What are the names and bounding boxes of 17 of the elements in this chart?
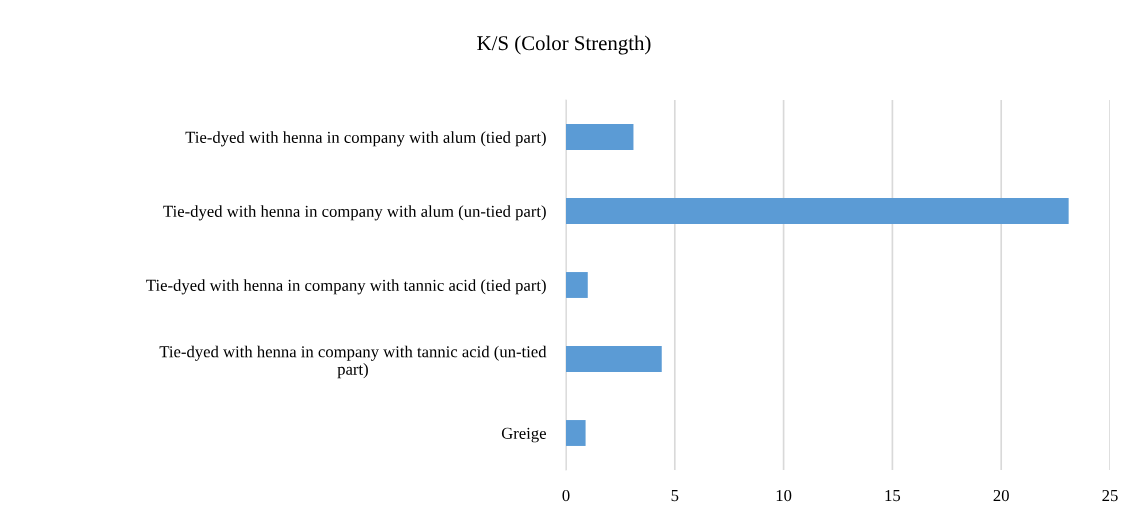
x-tick-label: 20 [993,489,1009,502]
bar [566,420,586,446]
x-tick-label: 0 [562,489,570,502]
x-tick-label: 25 [1102,489,1118,502]
bar [566,124,634,150]
y-tick-label: Tie-dyed with henna in company with tannic acid (tied part) [146,279,546,295]
y-tick-label: Tie-dyed with henna in company with alum (tied part) [185,131,546,147]
bar [566,346,662,372]
chart-title: K/S (Color Strength) [477,35,651,55]
x-tick-label: 10 [776,489,792,502]
x-tick-label: 5 [671,490,679,502]
y-tick-label: Tie-dyed with henna in company with alum (un-tied part) [163,205,546,221]
y-tick-label: Tie-dyed with henna in company with tannic acid (un-tied part) [159,345,547,379]
y-tick-label: Greige [501,427,546,443]
bar [566,198,1069,224]
bar [566,272,588,298]
x-tick-label: 15 [885,490,901,502]
